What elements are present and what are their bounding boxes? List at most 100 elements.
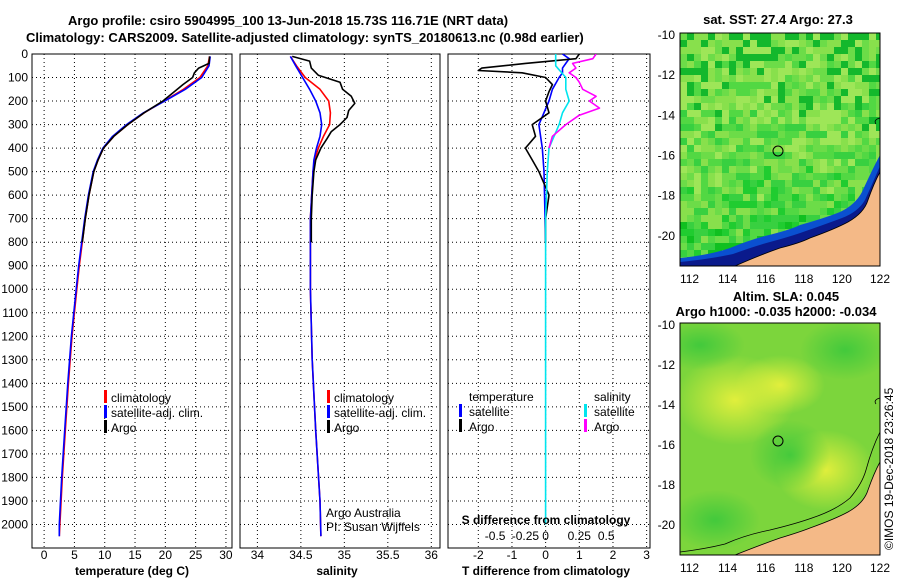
sst-cell [862,138,869,145]
sst-cell [680,131,687,138]
sst-cell [834,159,841,166]
x-tick-label: 1 [576,548,583,562]
sst-cell [792,215,799,222]
sst-cell [869,103,876,110]
sst-cell [701,75,708,82]
sst-cell [827,96,834,103]
sst-cell [869,96,876,103]
sst-cell [722,152,729,159]
sst-cell [736,110,743,117]
sst-cell [736,82,743,89]
sst-cell [694,61,701,68]
sst-cell [771,54,778,61]
sst-cell [841,89,848,96]
sst-cell [708,68,715,75]
sst-cell [750,40,757,47]
sst-cell [757,187,764,194]
sst-cell [729,180,736,187]
sst-cell [722,180,729,187]
sst-cell [827,173,834,180]
sst-cell [813,61,820,68]
sla-float-marker [772,435,784,447]
sst-cell [785,173,792,180]
sst-cell [841,194,848,201]
sst-cell [680,89,687,96]
sst-cell [834,201,841,208]
sst-cell [862,82,869,89]
sst-cell [701,229,708,236]
sst-cell [687,131,694,138]
difference-series [477,54,601,525]
sst-cell [687,152,694,159]
sst-cell [841,180,848,187]
sst-cell [729,236,736,243]
sst-cell [862,54,869,61]
sst-cell [869,75,876,82]
temperature-axes-frame [31,53,233,549]
sst-cell [743,110,750,117]
sst-cell [764,68,771,75]
sst-cell [701,152,708,159]
sst-map-frame [679,32,881,267]
sst-cell [736,145,743,152]
sst-cell [785,159,792,166]
sst-cell [743,75,750,82]
sst-cell [820,82,827,89]
sst-cell [792,47,799,54]
sst-cell [827,180,834,187]
sst-cell [764,96,771,103]
sst-cell [687,89,694,96]
sst-cell [694,187,701,194]
sst-cell [743,96,750,103]
figure-title-line2: Climatology: CARS2009. Satellite-adjuste… [26,30,584,45]
sst-cell [743,222,750,229]
sst-cell [743,33,750,40]
x-tick-label: 25 [189,548,203,562]
sst-cell [715,201,722,208]
sst-cell [694,138,701,145]
map-x-tick-label: 118 [794,561,813,575]
sst-cell [680,173,687,180]
sst-cell [799,208,806,215]
sst-cell [757,40,764,47]
sst-cell [799,40,806,47]
legend-satellite-adj-label: satellite-adj. clim. [334,406,426,420]
sst-cell [701,96,708,103]
sst-cell [701,222,708,229]
sst-cell [785,75,792,82]
x-tick-label: 34.5 [289,548,313,562]
sst-cell [715,40,722,47]
sst-cell [687,82,694,89]
sst-cell [736,75,743,82]
sst-cell [813,208,820,215]
sst-cell [876,89,880,96]
sst-cell [792,61,799,68]
sst-cell [862,33,869,40]
sst-cell [694,159,701,166]
sst-cell [694,229,701,236]
salinity-legend: climatology satellite-adj. clim. Argo [327,390,426,435]
sst-cell [764,61,771,68]
sst-cell [715,82,722,89]
sst-cell [820,96,827,103]
sst-cell [806,61,813,68]
sst-cell [750,33,757,40]
sst-cell [806,194,813,201]
sst-cell [834,180,841,187]
sst-cell [680,61,687,68]
sst-cell [827,194,834,201]
x-tick-label: 10 [98,548,112,562]
sst-cell [715,110,722,117]
sst-cell [687,173,694,180]
sst-cell [722,68,729,75]
sst-cell [687,201,694,208]
sst-cell [813,138,820,145]
sst-cell [722,47,729,54]
sst-cell [799,173,806,180]
sst-cell [757,54,764,61]
sst-cell [764,110,771,117]
sst-cell [778,96,785,103]
sst-cell [708,173,715,180]
legend-temperature-heading: temperature [469,390,534,404]
sst-cell [771,75,778,82]
